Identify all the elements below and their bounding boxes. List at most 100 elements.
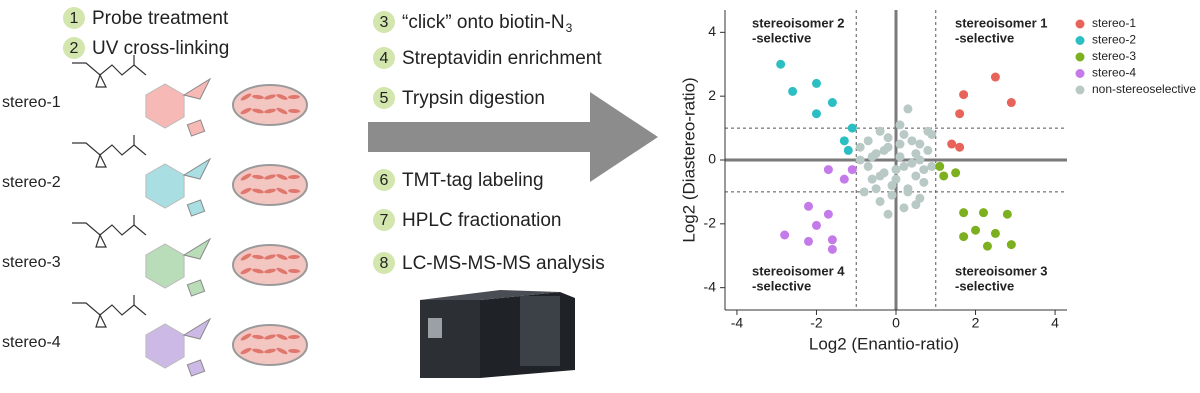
ring-substituent [182, 237, 212, 260]
ring [145, 163, 185, 209]
ring-substituent [186, 359, 206, 377]
ring-substituent [186, 199, 206, 217]
point [903, 104, 913, 114]
step-number: 2 [70, 40, 79, 57]
cell [264, 188, 276, 194]
x-tick-label: 0 [892, 315, 900, 331]
legend-label: stereo-4 [1092, 66, 1136, 80]
ring-substituent [186, 119, 206, 137]
point [855, 142, 865, 152]
point [867, 152, 877, 162]
point [978, 208, 988, 218]
probe-chain [72, 135, 147, 168]
step-text: HPLC fractionation [402, 210, 561, 231]
ring [145, 323, 185, 369]
step-badge [63, 37, 85, 59]
sample-label: stereo-4 [2, 334, 61, 351]
point [982, 241, 992, 251]
cell [288, 108, 300, 114]
point [895, 139, 905, 149]
point [871, 184, 881, 194]
point [839, 174, 849, 184]
step-text: TMT-tag labeling [402, 170, 544, 191]
point [919, 165, 929, 175]
petri-dish [232, 244, 308, 286]
step-text: LC-MS-MS-MS analysis [402, 253, 605, 274]
point [780, 230, 790, 240]
y-tick-label: 2 [708, 87, 716, 103]
legend-marker [1075, 36, 1085, 45]
cell [276, 107, 288, 115]
y-tick-label: 4 [708, 23, 716, 39]
point [955, 109, 965, 119]
legend-marker [1075, 69, 1085, 78]
point [959, 232, 969, 242]
point [915, 155, 925, 165]
y-tick-label: -4 [704, 278, 717, 294]
cell [252, 334, 264, 340]
x-tick-label: 4 [1051, 315, 1059, 331]
ring-substituent [182, 77, 212, 100]
point [891, 174, 901, 184]
step-subscript: 3 [566, 21, 573, 35]
point [839, 136, 849, 146]
legend-marker [1075, 52, 1085, 62]
cell [252, 174, 264, 180]
step-number: 7 [380, 212, 389, 229]
point [971, 225, 981, 235]
step-number: 1 [70, 10, 79, 27]
point [867, 174, 877, 184]
point [1006, 240, 1016, 250]
point [811, 109, 821, 119]
cell [264, 94, 276, 100]
point [915, 139, 925, 149]
point [947, 139, 957, 149]
step-text: UV cross-linking [92, 38, 229, 59]
cell [240, 267, 252, 275]
point [883, 209, 893, 219]
step-number: 3 [380, 14, 389, 31]
step-badge [373, 169, 395, 191]
point [891, 165, 901, 175]
point [1002, 209, 1012, 219]
step-badge [63, 7, 85, 29]
x-tick-label: 2 [972, 315, 980, 331]
cell [264, 254, 276, 260]
step-badge [373, 11, 395, 33]
step-number: 6 [380, 172, 389, 189]
point [863, 136, 873, 146]
x-axis-label: Log2 (Enantio-ratio) [809, 334, 959, 353]
step-number: 8 [380, 255, 389, 272]
step-number: 4 [380, 50, 389, 67]
point [951, 168, 961, 178]
step-badge [373, 87, 395, 109]
cell [288, 334, 300, 340]
point [959, 208, 969, 218]
point [883, 133, 893, 143]
point [875, 126, 885, 136]
point [899, 203, 909, 213]
y-axis-label: Log2 (Diastereo-ratio) [679, 77, 698, 242]
point [923, 145, 933, 155]
cell [288, 268, 300, 274]
x-tick-label: -4 [731, 315, 744, 331]
point [959, 90, 969, 100]
quadrant-label: stereoisomer 3 [955, 263, 1048, 278]
step-text: “click” onto biotin-N [402, 12, 565, 33]
cell [276, 347, 288, 355]
cell [276, 254, 288, 260]
legend-label: non-stereoselective [1092, 82, 1196, 96]
point [811, 220, 821, 230]
cell [264, 174, 276, 180]
cell [288, 94, 300, 100]
point [899, 161, 909, 171]
point [903, 187, 913, 197]
point [843, 145, 853, 155]
cell [276, 187, 288, 195]
point [1006, 98, 1016, 108]
cell [240, 93, 252, 101]
legend-marker [1075, 19, 1085, 29]
cell [276, 94, 288, 100]
cell [264, 348, 276, 354]
